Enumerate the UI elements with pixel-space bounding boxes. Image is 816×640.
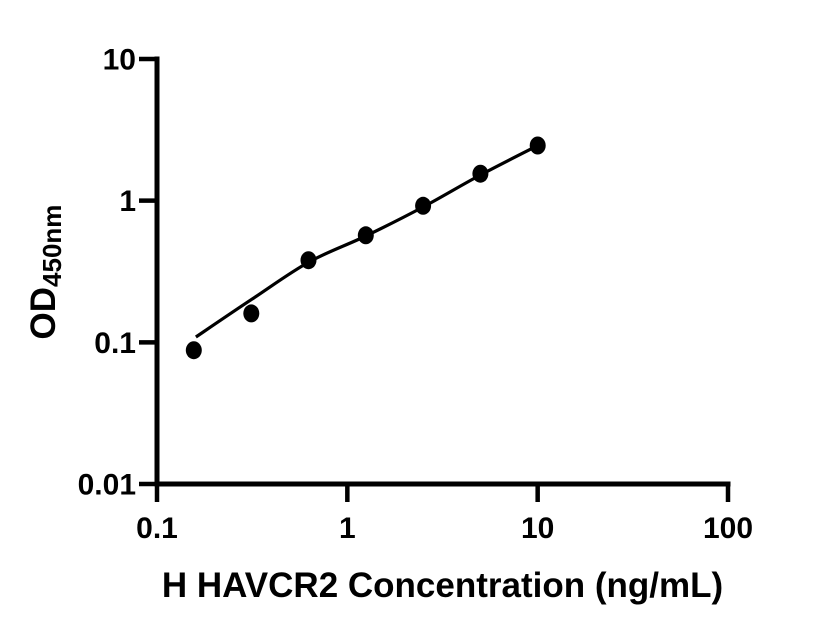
y-tick-label: 10: [103, 44, 136, 77]
data-point: [529, 136, 546, 155]
data-point: [415, 196, 432, 215]
x-tick-label: 1: [339, 512, 356, 545]
x-tick-label: 0.1: [136, 512, 178, 545]
data-point: [472, 164, 489, 183]
y-tick-label: 0.1: [94, 327, 136, 360]
y-tick-label: 1: [119, 185, 136, 218]
data-point: [357, 226, 374, 245]
y-tick-label: 0.01: [78, 469, 136, 502]
x-axis-title: H HAVCR2 Concentration (ng/mL): [161, 566, 724, 605]
data-point: [300, 251, 317, 270]
y-axis-title: OD 450nm: [24, 72, 74, 472]
x-tick-label: 100: [703, 512, 753, 545]
x-tick-label: 10: [521, 512, 554, 545]
y-axis-title-subscript: 450nm: [37, 204, 67, 287]
y-axis-title-main: OD: [24, 286, 63, 340]
data-point: [243, 304, 260, 323]
data-point: [185, 341, 202, 360]
